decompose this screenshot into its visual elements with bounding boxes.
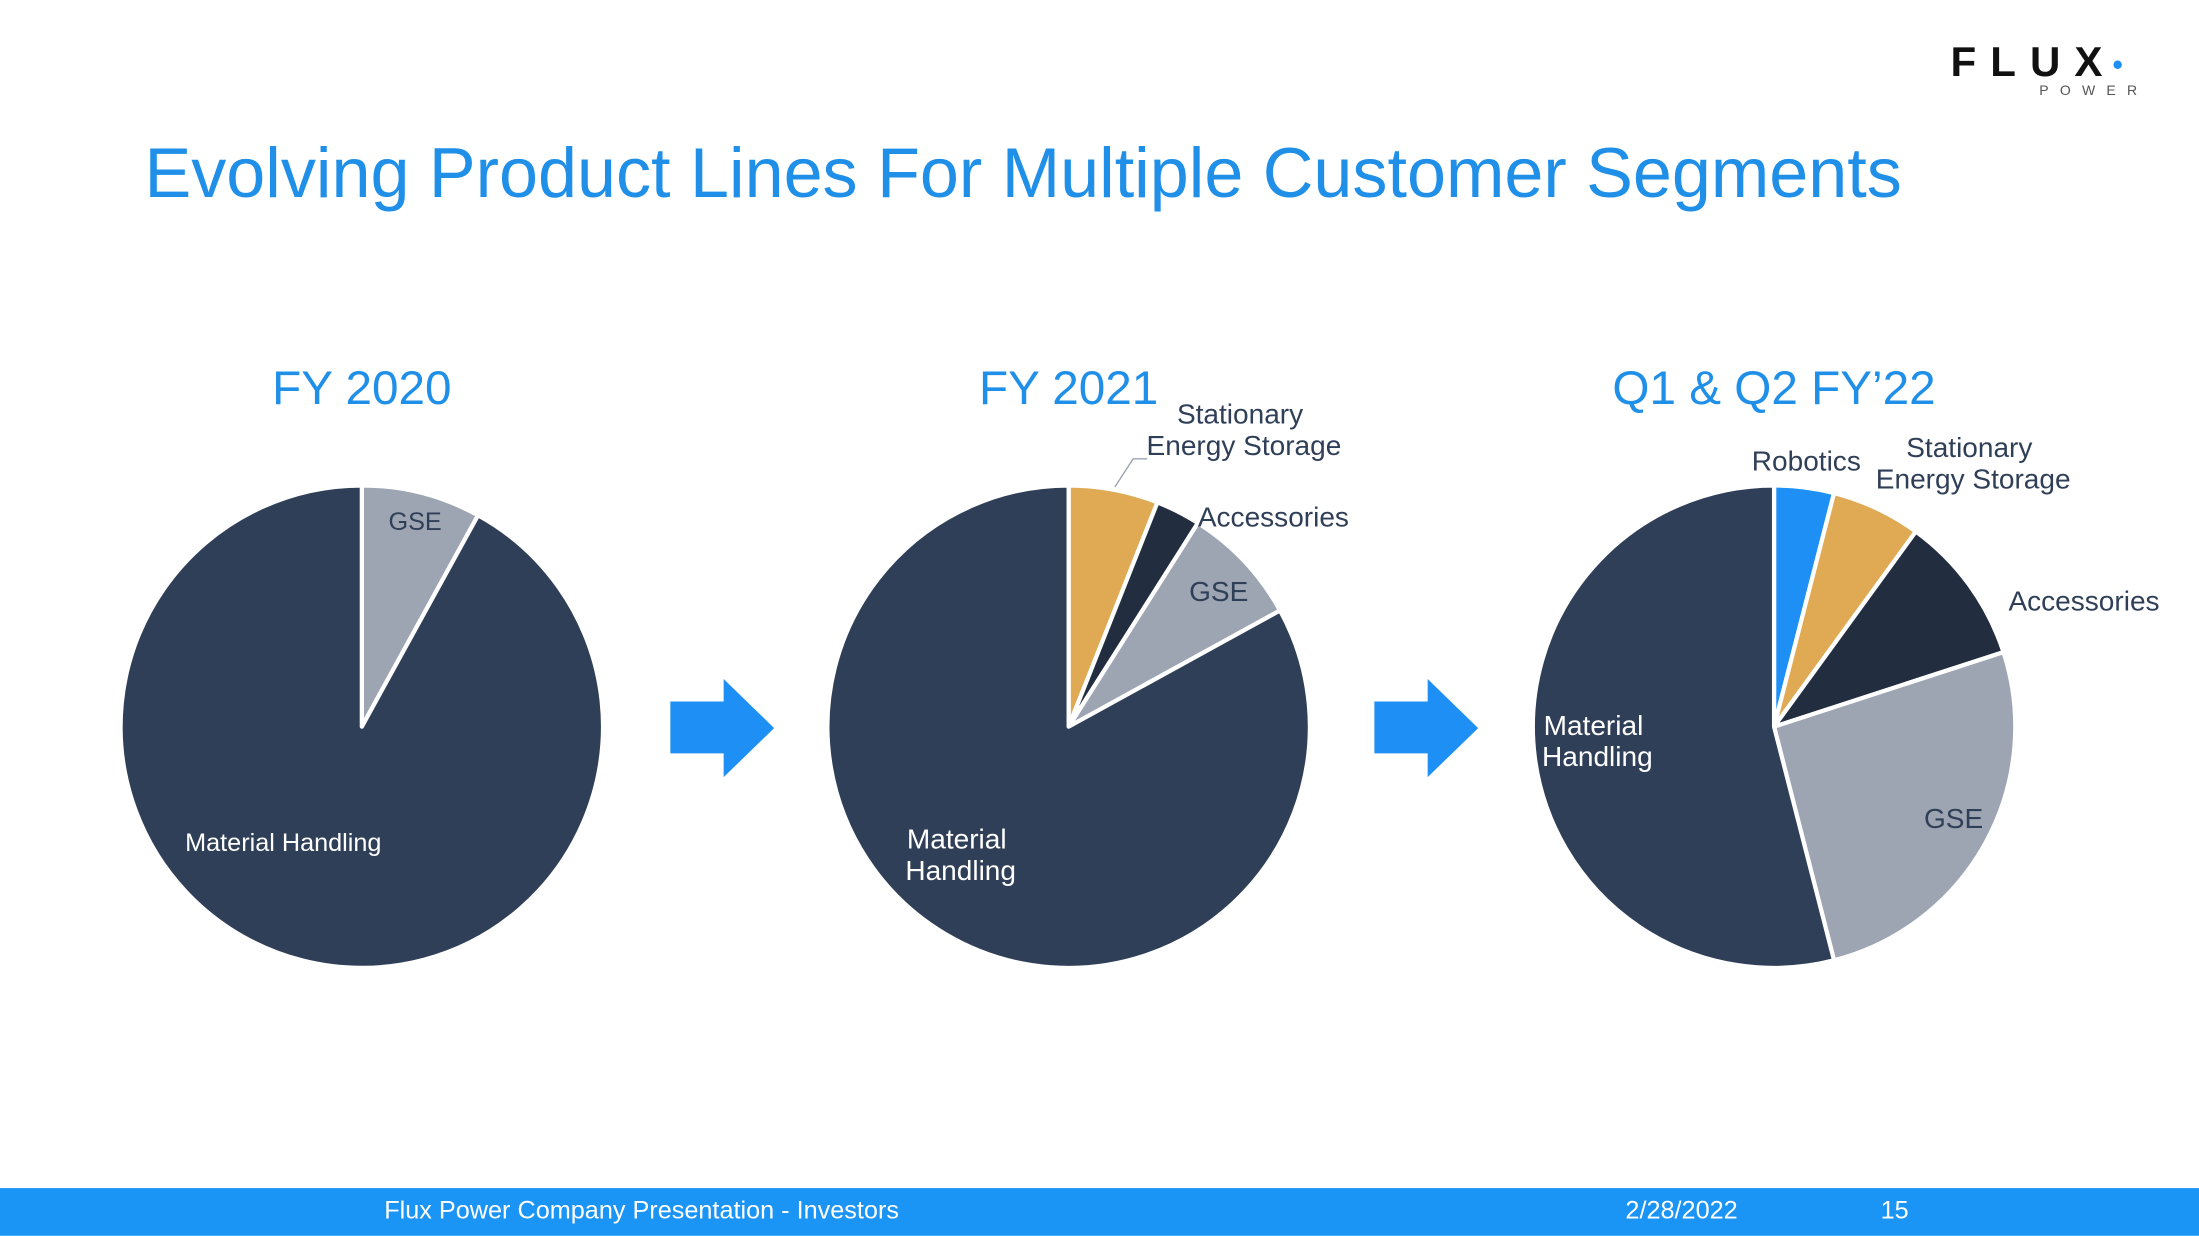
slice-label: Accessories	[1198, 502, 1349, 533]
arrow	[670, 679, 775, 778]
pie-slice	[1530, 483, 1837, 970]
logo-tagline: POWER	[2039, 82, 2148, 98]
slide-title: Evolving Product Lines For Multiple Cust…	[144, 134, 1901, 212]
logo-name: FLUX	[1951, 38, 2117, 85]
footer-bar	[0, 1188, 2199, 1236]
slice-label: GSE	[1189, 576, 1248, 607]
pie-chart: Q1 & Q2 FY’22 Robotics Stationary Energy S…	[1530, 362, 2160, 970]
chart-title: FY 2020	[272, 362, 451, 415]
chart-title: Q1 & Q2 FY’22	[1612, 362, 1935, 415]
pie-chart: FY 2020 GSE Material Handling	[118, 362, 606, 970]
slice-label: Accessories	[2008, 586, 2159, 617]
pie-slice	[1771, 529, 2006, 729]
footer-text: Flux Power Company Presentation - Invest…	[384, 1197, 899, 1225]
slice-label: GSE	[1924, 803, 1983, 834]
slice-label: Robotics	[1752, 445, 1861, 476]
pie-slice	[118, 483, 606, 970]
pie-slice	[1066, 520, 1283, 729]
leader-line	[1114, 458, 1148, 488]
pie-slice	[825, 483, 1312, 971]
arrow	[1374, 679, 1479, 778]
footer-date: 2/28/2022	[1625, 1197, 1737, 1225]
slice-label: GSE	[388, 508, 441, 536]
slice-label: Stationary Energy Storage	[1147, 399, 1342, 461]
pie-slice	[1771, 650, 2018, 963]
footer-page: 15	[1881, 1197, 1909, 1225]
logo: FLUX POWER	[1951, 38, 2148, 98]
slice-label: Material Handling	[905, 824, 1016, 886]
slice-label: Stationary Energy Storage	[1876, 433, 2071, 495]
pie-slice	[359, 483, 481, 729]
slice-label: Material Handling	[1542, 710, 1653, 772]
pie-chart: FY 2021 Stationary Energy Storage Accessor…	[825, 362, 1349, 971]
logo-dot	[2113, 60, 2122, 69]
chart-title: FY 2021	[979, 362, 1158, 415]
slice-label: Material Handling	[185, 829, 381, 857]
